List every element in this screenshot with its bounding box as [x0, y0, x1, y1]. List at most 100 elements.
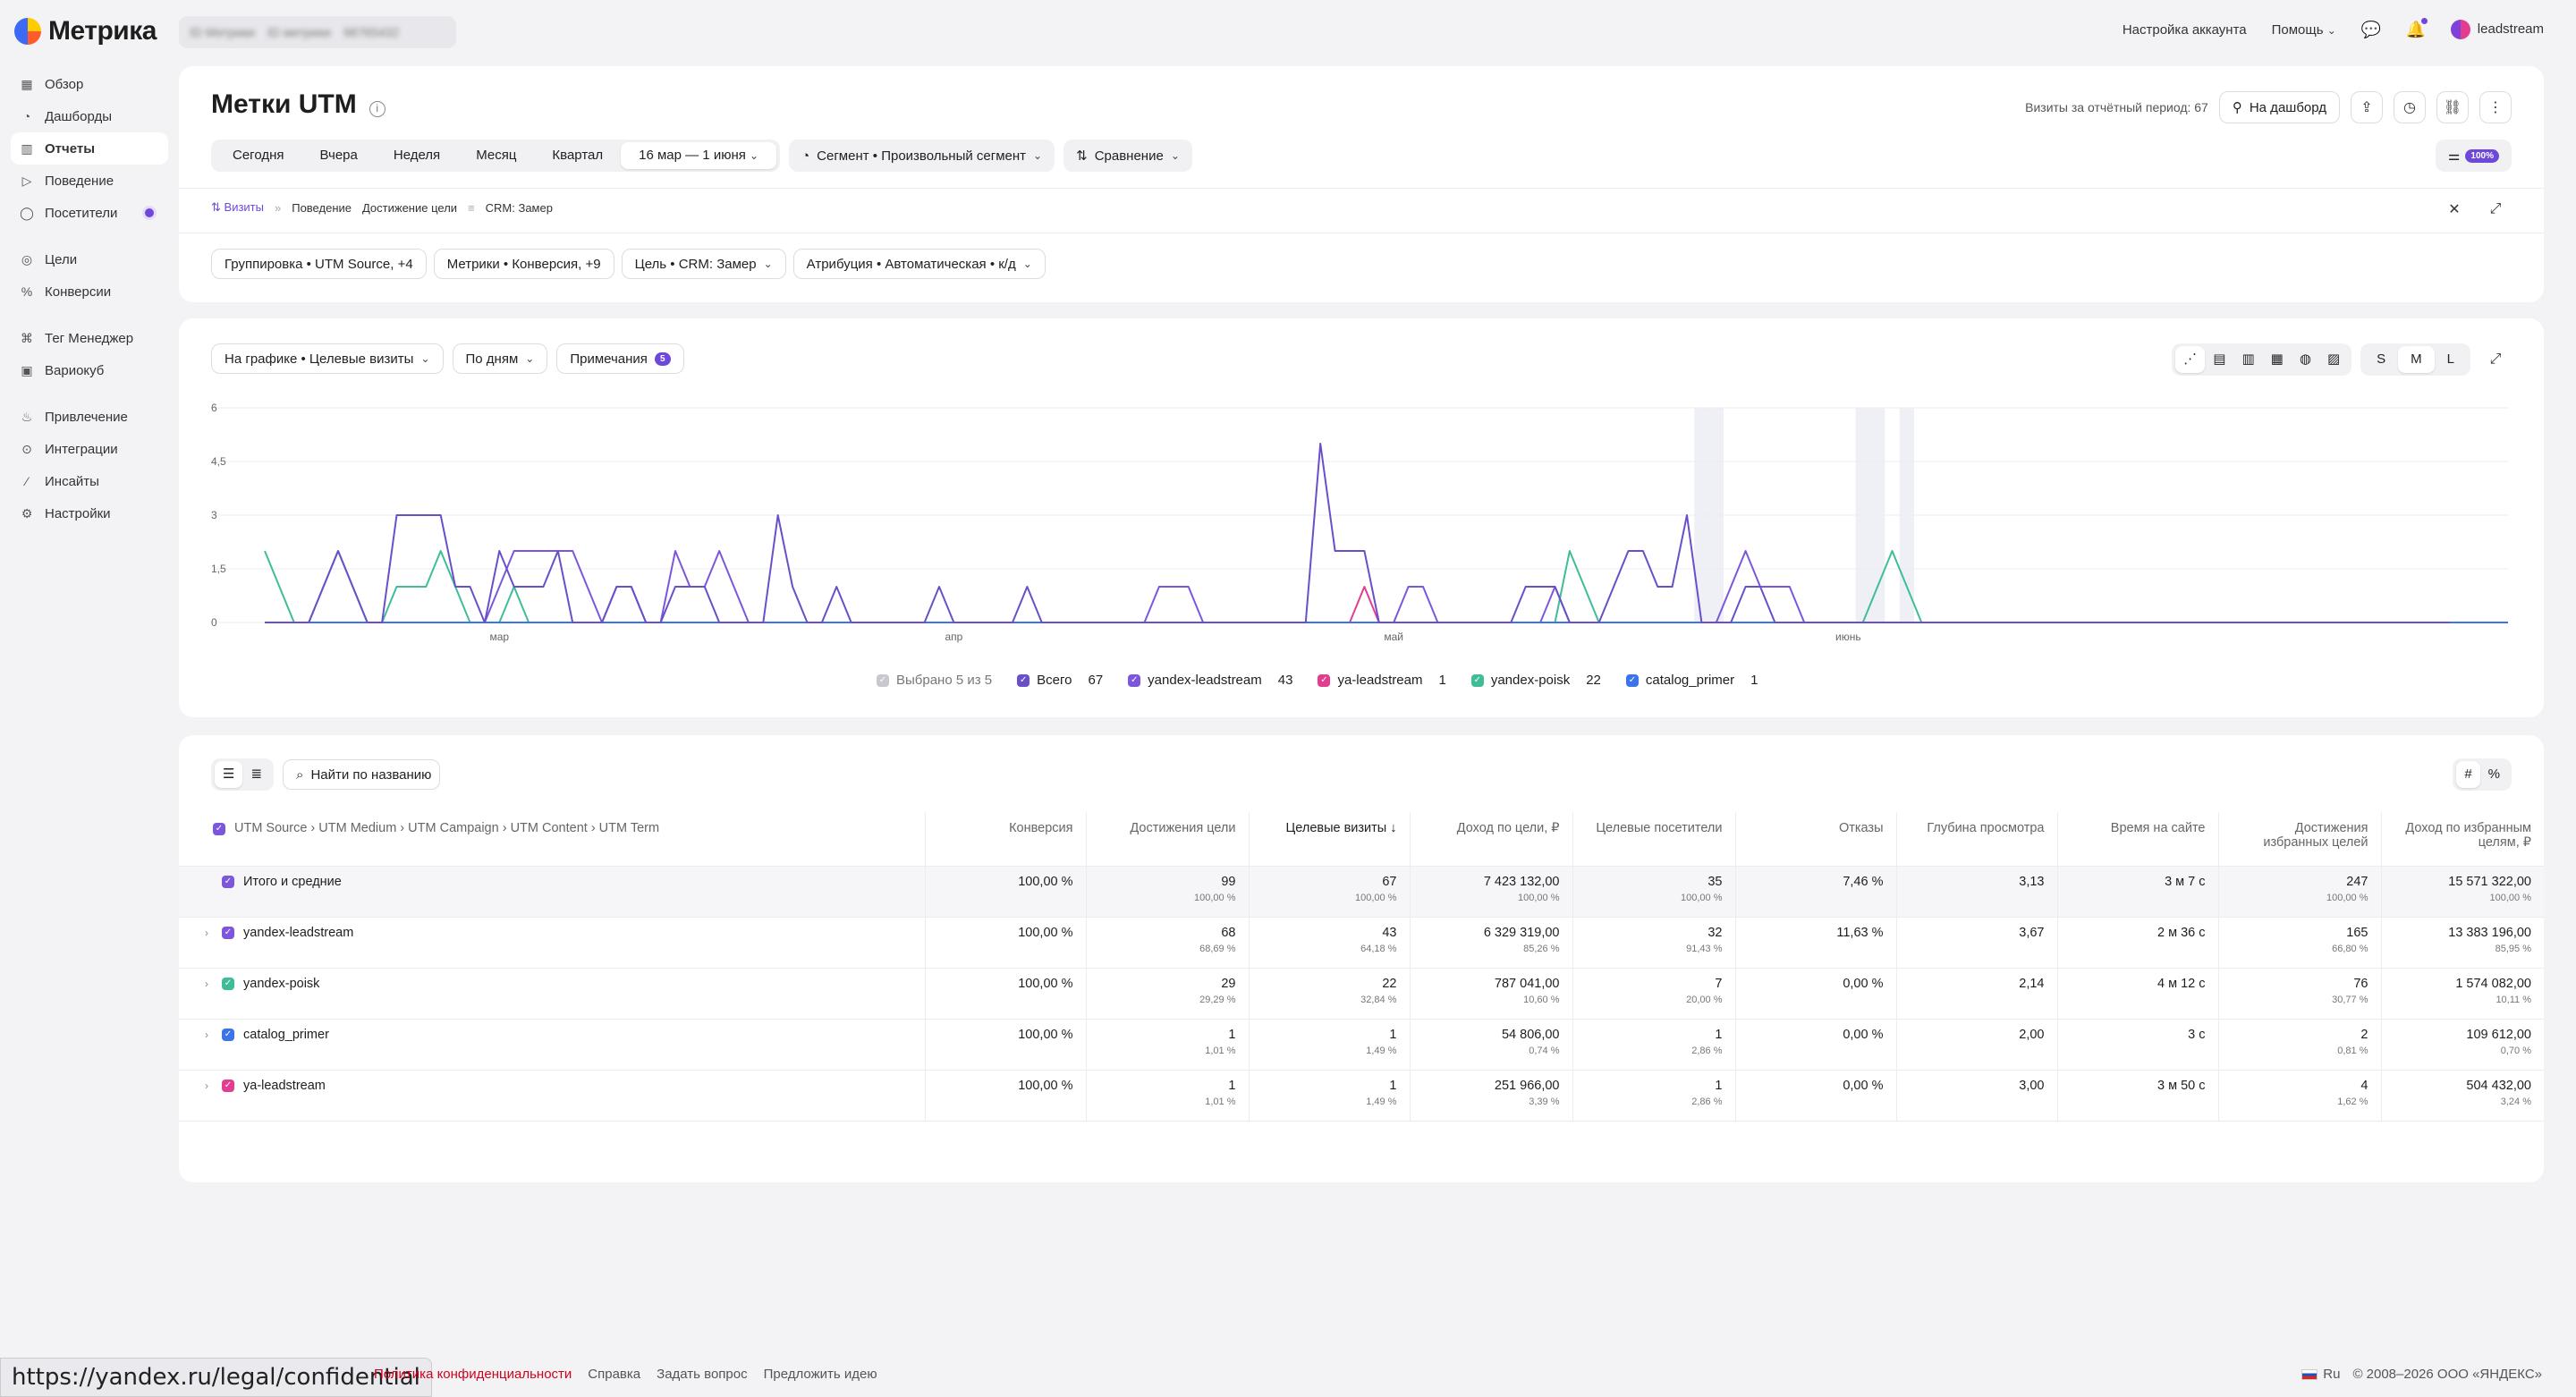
list-view-icon[interactable]: ≣ — [250, 766, 263, 782]
legend-item-yandex-poisk[interactable]: ✓ yandex-poisk 22 — [1470, 673, 1601, 688]
row-label[interactable]: yandex-poisk — [243, 976, 320, 991]
goal-chip[interactable]: Цель • CRM: Замер ⌄ — [621, 249, 786, 279]
period-month[interactable]: Месяц — [476, 148, 517, 163]
expand-chevron-icon[interactable]: › — [205, 926, 208, 939]
chat-icon[interactable]: 💬 — [2360, 21, 2382, 38]
bar-chart-icon[interactable]: ▥ — [2241, 351, 2255, 367]
sidebar-item-conversions[interactable]: % Конверсии — [11, 275, 168, 308]
period-yesterday[interactable]: Вчера — [319, 148, 358, 163]
sidebar-item-behavior[interactable]: ▷ Поведение — [11, 165, 168, 197]
column-header[interactable]: Доход по цели, ₽ — [1409, 812, 1572, 867]
row-label[interactable]: catalog_primer — [243, 1027, 329, 1042]
sidebar-item-goals[interactable]: ◎ Цели — [11, 243, 168, 275]
group-header[interactable]: ✓ UTM Source › UTM Medium › UTM Campaign… — [179, 812, 925, 867]
area-chart-icon[interactable]: ▤ — [2213, 351, 2226, 367]
bell-icon[interactable]: 🔔 — [2405, 18, 2428, 38]
globe-icon[interactable]: ◍ — [2299, 351, 2311, 367]
chart-metric-selector[interactable]: На графике • Целевые визиты ⌄ — [211, 343, 444, 374]
grouping-chip[interactable]: Группировка • UTM Source, +4 — [211, 249, 427, 279]
column-header[interactable]: Время на сайте — [2056, 812, 2218, 867]
app-logo[interactable]: Метрика — [14, 16, 157, 47]
period-quarter[interactable]: Квартал — [552, 148, 604, 163]
expand-chevron-icon[interactable]: › — [205, 1028, 208, 1041]
language-selector[interactable]: Ru — [2301, 1367, 2340, 1382]
segment-selector[interactable]: ◔ Сегмент • Произвольный сегмент ⌄ — [789, 140, 1055, 172]
ask-question-link[interactable]: Задать вопрос — [657, 1367, 748, 1382]
size-m[interactable]: M — [2398, 346, 2435, 373]
row-label[interactable]: ya-leadstream — [243, 1078, 326, 1093]
close-icon[interactable]: ✕ — [2438, 193, 2470, 225]
period-week[interactable]: Неделя — [393, 148, 441, 163]
legend-selected-count[interactable]: ✓ Выбрано 5 из 5 — [877, 673, 992, 688]
suggest-idea-link[interactable]: Предложить идею — [763, 1367, 877, 1382]
period-today[interactable]: Сегодня — [233, 148, 284, 163]
table-row[interactable]: › ✓ catalog_primer 100,00 % 1 1,01 % 1 1,49 % 54… — [179, 1019, 2544, 1071]
user-menu[interactable]: leadstream — [2450, 20, 2544, 39]
column-header[interactable]: Достижения цели — [1085, 812, 1249, 867]
expand-chevron-icon[interactable]: › — [205, 977, 208, 990]
column-header[interactable]: Отказы — [1734, 812, 1896, 867]
export-icon[interactable]: ⇪ — [2351, 91, 2383, 123]
table-row[interactable]: › ✓ yandex-poisk 100,00 % 29 29,29 % 22 32,84 %… — [179, 968, 2544, 1020]
row-label[interactable]: yandex-leadstream — [243, 925, 354, 940]
privacy-link[interactable]: Политика конфиденциальности — [374, 1367, 572, 1382]
notes-button[interactable]: Примечания 5 — [556, 343, 684, 374]
legend-item-ya-leadstream[interactable]: ✓ ya-leadstream 1 — [1318, 673, 1446, 688]
sidebar-item-reports[interactable]: ▥ Отчеты — [11, 132, 168, 165]
sidebar-item-settings[interactable]: ⚙ Настройки — [11, 497, 168, 529]
sidebar-item-acquisition[interactable]: ♨ Привлечение — [11, 401, 168, 433]
stacked-chart-icon[interactable]: ▨ — [2326, 351, 2341, 367]
size-s[interactable]: S — [2377, 351, 2386, 367]
help-link[interactable]: Справка — [588, 1367, 641, 1382]
column-header-sorted[interactable]: Целевые визиты ↓ — [1248, 812, 1410, 867]
expand-chevron-icon[interactable]: › — [205, 1079, 208, 1092]
sidebar-item-integrations[interactable]: ⊙ Интеграции — [11, 433, 168, 465]
checkbox-icon[interactable]: ✓ — [222, 1028, 234, 1041]
legend-item-catalog-primer[interactable]: ✓ catalog_primer 1 — [1625, 673, 1758, 688]
counter-selector[interactable]: ID Метрики ID метрики 98765432 — [179, 16, 456, 48]
search-input[interactable]: ⌕ Найти по названию — [283, 759, 441, 790]
sidebar-item-variocube[interactable]: ▣ Вариокуб — [11, 354, 168, 386]
checkbox-icon[interactable]: ✓ — [222, 1079, 234, 1092]
expand-icon[interactable]: ⤢ — [2479, 343, 2512, 376]
breadcrumb-goal[interactable]: CRM: Замер — [485, 200, 553, 215]
tree-view-icon[interactable]: ☰ — [215, 761, 243, 788]
column-header[interactable]: Достижения избранных целей — [2217, 812, 2381, 867]
sampling-control[interactable]: ⚌ 100% — [2435, 140, 2512, 172]
date-range-picker[interactable]: 16 мар — 1 июня ⌄ — [621, 142, 777, 169]
table-chart-icon[interactable]: ▦ — [2270, 351, 2284, 367]
to-dashboard-button[interactable]: ⚲ На дашборд — [2218, 91, 2340, 123]
size-l[interactable]: L — [2446, 351, 2454, 367]
info-icon[interactable]: i — [369, 100, 386, 117]
checkbox-icon[interactable]: ✓ — [222, 977, 234, 990]
checkbox-icon[interactable]: ✓ — [213, 823, 225, 835]
table-row[interactable]: › ✓ yandex-leadstream 100,00 % 68 68,69 % 43 64… — [179, 917, 2544, 969]
more-icon[interactable]: ⋮ — [2479, 91, 2512, 123]
expand-icon[interactable]: ⤢ — [2479, 193, 2512, 225]
comparison-selector[interactable]: ⇅ Сравнение ⌄ — [1063, 140, 1192, 172]
breadcrumb-goal-achievement[interactable]: Достижение цели — [361, 200, 458, 215]
detail-selector[interactable]: По дням ⌄ — [452, 343, 548, 374]
sidebar-item-insights[interactable]: ⁄ Инсайты — [11, 465, 168, 497]
sidebar-item-dashboards[interactable]: ◔ Дашборды — [11, 100, 168, 132]
sidebar-item-overview[interactable]: ▦ Обзор — [11, 68, 168, 100]
percent-values-icon[interactable]: % — [2487, 766, 2500, 782]
sidebar-item-tag-manager[interactable]: ⌘ Тег Менеджер — [11, 322, 168, 354]
sidebar-item-visitors[interactable]: ◯ Посетители — [11, 197, 168, 229]
metrics-chip[interactable]: Метрики • Конверсия, +9 — [433, 249, 614, 279]
history-icon[interactable]: ◷ — [2394, 91, 2426, 123]
absolute-values-icon[interactable]: # — [2456, 761, 2480, 788]
checkbox-icon[interactable]: ✓ — [222, 875, 234, 888]
help-menu[interactable]: Помощь ⌄ — [2272, 22, 2336, 38]
link-icon[interactable]: ⛓ — [2436, 91, 2469, 123]
account-settings-link[interactable]: Настройка аккаунта — [2122, 21, 2247, 38]
legend-item-total[interactable]: ✓ Всего 67 — [1017, 673, 1103, 688]
checkbox-icon[interactable]: ✓ — [222, 926, 234, 939]
attribution-chip[interactable]: Атрибуция • Автоматическая • к/д ⌄ — [792, 249, 1046, 279]
column-header[interactable]: Глубина просмотра — [1895, 812, 2057, 867]
table-row[interactable]: › ✓ ya-leadstream 100,00 % 1 1,01 % 1 1,49 % 251… — [179, 1070, 2544, 1122]
breadcrumb-behavior[interactable]: Поведение — [292, 200, 352, 215]
table-total-row[interactable]: ✓ Итого и средние 100,00 % 99 100,00 % 67 100,… — [179, 866, 2544, 918]
line-chart-icon[interactable]: ⋰ — [2175, 346, 2206, 373]
column-header[interactable]: Доход по избранным целям, ₽ — [2380, 812, 2544, 867]
